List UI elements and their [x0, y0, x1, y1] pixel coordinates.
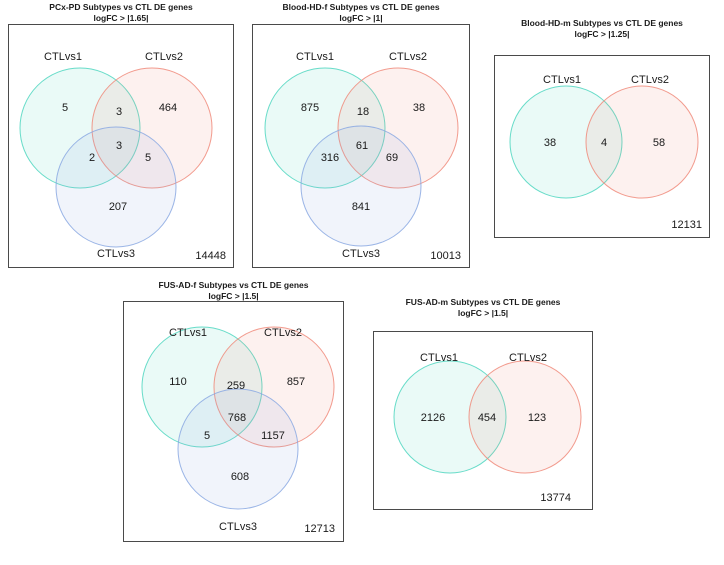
set-2-label: CTLvs2	[509, 352, 547, 364]
count-1-2: 18	[357, 106, 369, 118]
set-2-label: CTLvs2	[389, 51, 427, 63]
count-2-3: 1157	[261, 430, 285, 442]
set-2-circle	[91, 67, 213, 189]
panel-title: Blood-HD-m Subtypes vs CTL DE genes	[521, 18, 683, 28]
set-2-circle	[468, 360, 582, 474]
venn-diagram: CTLvs1 CTLvs2 CTLvs3 875 38 841 18 316 6…	[264, 51, 461, 262]
set-2-circle	[585, 85, 699, 199]
set-1-circle	[141, 326, 263, 448]
set-2-circle	[337, 67, 459, 189]
set-1-circle	[509, 85, 623, 199]
count-outside: 12713	[304, 523, 335, 535]
panel-title: FUS-AD-f Subtypes vs CTL DE genes	[158, 280, 309, 290]
panel-subtitle: logFC > |1.25|	[574, 29, 630, 39]
panel-subtitle: logFC > |1.65|	[93, 13, 149, 23]
venn-panel-pcx-pd: PCx-PD Subtypes vs CTL DE genes logFC > …	[8, 0, 234, 268]
count-2-3: 5	[145, 152, 151, 164]
set-2-circle	[213, 326, 335, 448]
count-1-3: 2	[89, 152, 95, 164]
panel-subtitle: logFC > |1.5|	[208, 291, 259, 301]
count-1-2: 259	[227, 380, 245, 392]
set-2-label: CTLvs2	[631, 74, 669, 86]
count-only-2: 464	[159, 102, 177, 114]
count-only-3: 841	[352, 201, 370, 213]
count-1-2: 454	[478, 412, 496, 424]
set-2-label: CTLvs2	[264, 327, 302, 339]
count-only-1: 38	[544, 137, 556, 149]
set-3-label: CTLvs3	[97, 248, 135, 260]
count-only-1: 110	[169, 376, 187, 388]
count-only-3: 608	[231, 471, 249, 483]
count-only-1: 5	[62, 102, 68, 114]
count-only-1: 2126	[421, 412, 445, 424]
set-3-label: CTLvs3	[342, 248, 380, 260]
set-1-label: CTLvs1	[44, 51, 82, 63]
count-only-1: 875	[301, 102, 319, 114]
count-only-2: 38	[413, 102, 425, 114]
count-1-2-3: 3	[116, 140, 122, 152]
venn-diagram: CTLvs1 CTLvs2 CTLvs3 5 464 207 3 2 5 3 1…	[19, 51, 226, 262]
count-only-2: 58	[653, 137, 665, 149]
set-3-circle	[177, 388, 299, 510]
panel-frame	[123, 301, 344, 542]
count-outside: 10013	[430, 250, 461, 262]
count-only-2: 123	[528, 412, 546, 424]
panel-subtitle: logFC > |1.5|	[457, 308, 509, 318]
set-1-circle	[19, 67, 141, 189]
count-1-2: 3	[116, 106, 122, 118]
set-1-label: CTLvs1	[296, 51, 334, 63]
venn-panel-blood-hd-m: Blood-HD-m Subtypes vs CTL DE genes logF…	[494, 16, 710, 238]
panel-title: PCx-PD Subtypes vs CTL DE genes	[49, 2, 193, 12]
panel-frame	[252, 24, 470, 268]
venn-diagram: CTLvs1 CTLvs2 38 58 4 12131	[509, 74, 702, 231]
count-outside: 14448	[195, 250, 226, 262]
set-3-label: CTLvs3	[219, 521, 257, 533]
panel-frame	[373, 331, 593, 510]
venn-diagram: CTLvs1 CTLvs2 CTLvs3 110 857 608 259 5 1…	[141, 326, 335, 535]
set-1-label: CTLvs1	[420, 352, 458, 364]
set-1-label: CTLvs1	[169, 327, 207, 339]
set-3-circle	[300, 125, 422, 247]
count-outside: 13774	[540, 492, 571, 504]
panel-title: FUS-AD-m Subtypes vs CTL DE genes	[405, 297, 561, 307]
count-1-2: 4	[601, 137, 607, 149]
count-outside: 12131	[671, 219, 702, 231]
count-1-2-3: 768	[228, 412, 246, 424]
count-2-3: 69	[386, 152, 398, 164]
count-1-3: 5	[204, 430, 210, 442]
count-1-2-3: 61	[356, 140, 368, 152]
panel-frame	[494, 55, 710, 238]
set-2-label: CTLvs2	[145, 51, 183, 63]
venn-panel-fus-ad-f: FUS-AD-f Subtypes vs CTL DE genes logFC …	[123, 278, 344, 542]
venn-panel-fus-ad-m: FUS-AD-m Subtypes vs CTL DE genes logFC …	[373, 295, 593, 510]
venn-panel-blood-hd-f: Blood-HD-f Subtypes vs CTL DE genes logF…	[252, 0, 470, 268]
count-1-3: 316	[321, 152, 339, 164]
panel-title: Blood-HD-f Subtypes vs CTL DE genes	[282, 2, 440, 12]
venn-diagram: CTLvs1 CTLvs2 2126 123 454 13774	[393, 352, 582, 504]
panel-frame	[8, 24, 234, 268]
panel-subtitle: logFC > |1|	[339, 13, 383, 23]
set-1-circle	[393, 360, 507, 474]
set-1-label: CTLvs1	[543, 74, 581, 86]
count-only-3: 207	[109, 201, 127, 213]
count-only-2: 857	[287, 376, 305, 388]
set-3-circle	[55, 126, 177, 248]
set-1-circle	[264, 67, 386, 189]
